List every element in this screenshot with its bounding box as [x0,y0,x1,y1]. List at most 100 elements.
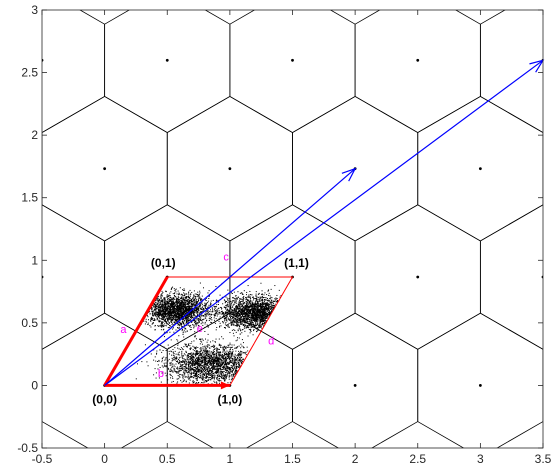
sample-point [223,378,225,380]
sample-point [176,366,178,368]
sample-point [176,319,178,321]
sample-point [188,375,190,377]
sample-point [155,315,157,317]
sample-point [202,349,204,351]
sample-point [216,359,218,361]
sample-point [184,359,186,361]
sample-point [157,360,159,362]
sample-point [259,318,261,320]
sample-point [183,304,185,305]
sample-point [235,320,237,322]
sample-point [209,368,211,370]
sample-point [157,307,159,309]
sample-point [164,314,166,316]
sample-point [197,318,199,320]
sample-point [232,297,234,299]
sample-point [196,293,198,295]
sample-point [262,311,264,313]
sample-point [210,378,212,380]
sample-point [231,378,233,380]
sample-point [211,353,213,355]
sample-point [220,372,222,374]
sample-point [223,345,225,347]
sample-point [262,317,264,319]
sample-point [236,367,238,369]
sample-point [268,314,270,315]
sample-point [221,296,223,298]
sample-point [195,323,197,325]
sample-point [241,323,243,325]
sample-point [163,315,165,317]
sample-point [189,345,191,347]
sample-point [169,373,171,375]
sample-point [187,299,189,301]
sample-point [237,364,239,366]
sample-point [230,365,232,367]
sample-point [248,307,250,309]
sample-point [231,377,233,379]
sample-point [222,338,224,340]
sample-point [178,370,180,372]
sample-point [196,378,198,380]
sample-point [198,294,200,296]
sample-point [168,310,170,312]
sample-point [259,300,261,302]
sample-point [171,303,173,305]
sample-point [210,317,212,319]
sample-point [185,350,187,352]
sample-point [212,311,214,313]
sample-point [159,307,161,309]
sample-point [217,303,219,305]
sample-point [213,357,215,359]
sample-point [181,314,183,316]
sample-point [194,367,196,369]
sample-point [174,313,176,315]
sample-point [228,313,230,315]
sample-point [154,329,156,331]
sample-point [218,351,220,353]
sample-point [182,357,184,359]
sample-point [237,319,239,321]
sample-point [252,296,254,298]
sample-point [218,354,220,356]
sample-point [160,297,162,299]
sample-point [186,315,188,317]
sample-point [259,322,261,324]
sample-point [160,322,162,324]
sample-point [208,356,210,358]
sample-point [164,310,166,312]
sample-point [197,363,199,364]
sample-point [166,308,168,310]
sample-point [266,308,268,310]
sample-point [256,323,258,325]
sample-point [162,314,164,316]
sample-point [169,307,171,309]
sample-point [176,303,178,305]
sample-point [251,326,253,328]
sample-point [163,356,165,358]
sample-point [201,378,203,380]
sample-point [169,300,171,302]
sample-point [221,346,223,348]
sample-point [207,361,209,363]
sample-point [184,363,186,365]
sample-point [194,335,196,337]
sample-point [173,356,175,358]
sample-point [137,363,138,365]
sample-point [203,364,205,366]
sample-point [241,321,243,323]
sample-point [188,367,190,369]
sample-point [232,316,234,318]
sample-point [199,290,201,292]
sample-point [204,331,206,332]
sample-point [240,300,242,302]
sample-point [217,379,219,381]
sample-point [257,323,259,325]
sample-point [234,361,236,363]
sample-point [225,358,227,360]
sample-point [165,313,167,315]
sample-point [163,307,165,309]
sample-point [243,311,245,313]
sample-point [266,316,268,318]
sample-point [232,369,234,371]
